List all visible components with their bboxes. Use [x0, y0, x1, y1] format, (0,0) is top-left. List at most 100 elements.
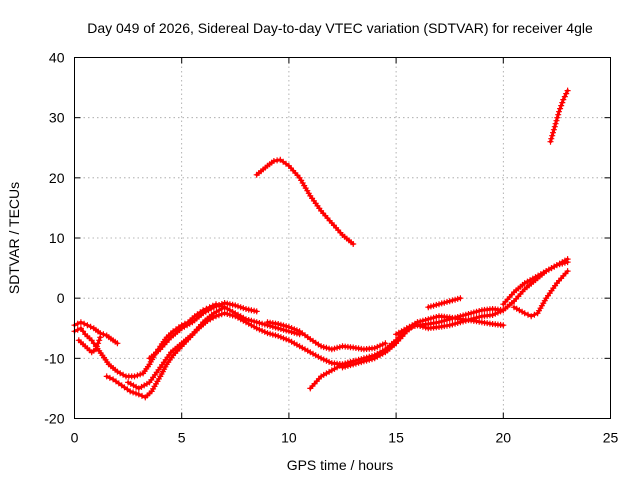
data-point: [548, 135, 555, 142]
data-point: [328, 346, 335, 353]
series-arc-5: [125, 304, 228, 392]
data-point: [137, 371, 144, 378]
data-point: [334, 344, 341, 351]
data-point: [288, 325, 295, 332]
data-point: [139, 392, 145, 399]
data-point: [460, 312, 467, 319]
data-point: [449, 315, 456, 322]
data-point: [470, 315, 477, 322]
data-point: [229, 312, 236, 319]
data-point: [417, 323, 424, 329]
data-point: [497, 308, 504, 315]
data-point: [95, 340, 102, 347]
data-point: [419, 323, 426, 330]
data-point: [131, 373, 138, 380]
data-point: [406, 324, 413, 331]
data-point: [449, 321, 456, 328]
data-point: [96, 337, 103, 344]
data-point: [379, 341, 386, 348]
data-point: [106, 374, 113, 381]
data-point: [369, 356, 375, 363]
data-point: [457, 295, 464, 302]
series-arc-6: [146, 300, 260, 362]
data-point: [473, 308, 480, 315]
data-point: [446, 322, 453, 329]
data-point: [218, 311, 225, 318]
data-point: [81, 320, 88, 327]
x-tick-label: 0: [71, 430, 79, 446]
series-arc-3: [75, 334, 104, 356]
ticks-layer: 0 5 10 15 20 25 -20 -10 0 10 20 30 40: [44, 50, 618, 446]
data-point: [551, 123, 558, 130]
data-point: [430, 314, 437, 321]
data-point: [430, 302, 437, 309]
data-point: [235, 303, 241, 310]
data-point: [444, 298, 450, 305]
data-point: [531, 311, 538, 318]
data-point: [433, 314, 440, 320]
data-point: [441, 299, 448, 306]
y-tick-label: -10: [44, 350, 64, 366]
data-point: [444, 317, 450, 323]
data-point: [285, 324, 292, 330]
data-point: [342, 363, 349, 370]
data-point: [552, 120, 559, 127]
data-point: [232, 302, 239, 309]
y-axis-label: SDTVAR / TECUs: [6, 182, 22, 294]
series-layer: [71, 87, 571, 401]
y-tick-label: 10: [49, 230, 65, 246]
data-point: [525, 311, 531, 318]
data-point: [363, 357, 370, 364]
data-point: [557, 105, 564, 112]
data-point: [269, 331, 276, 338]
data-point: [256, 320, 263, 326]
data-point: [454, 295, 461, 302]
y-tick-label: 30: [49, 110, 65, 126]
x-tick-label: 15: [388, 430, 404, 446]
data-point: [446, 316, 453, 323]
x-axis-label: GPS time / hours: [287, 457, 394, 473]
x-tick-label: 10: [281, 430, 297, 446]
y-tick-label: 40: [49, 50, 65, 66]
x-tick-label: 5: [178, 430, 186, 446]
data-point: [135, 391, 142, 398]
data-point: [550, 126, 557, 133]
data-point: [441, 317, 448, 324]
data-point: [253, 319, 260, 326]
data-point: [564, 87, 571, 94]
x-tick-label: 25: [603, 430, 619, 446]
data-point: [127, 388, 134, 395]
data-point: [468, 310, 475, 317]
data-point: [336, 344, 343, 351]
data-point: [564, 256, 571, 263]
data-point: [275, 333, 282, 340]
data-point: [352, 360, 359, 367]
data-point: [323, 357, 330, 364]
data-point: [326, 345, 333, 352]
data-point: [97, 334, 104, 341]
data-point: [554, 114, 561, 121]
data-point: [553, 117, 560, 124]
data-point: [476, 308, 483, 314]
data-point: [366, 356, 373, 363]
x-tick-label: 20: [496, 430, 512, 446]
data-point: [92, 346, 99, 353]
grid-layer: [74, 57, 611, 419]
data-point: [134, 372, 141, 379]
data-point: [377, 342, 383, 349]
data-point: [283, 336, 290, 343]
data-point: [355, 359, 362, 366]
data-point: [550, 129, 556, 136]
data-point: [449, 297, 456, 304]
data-point: [558, 102, 565, 109]
data-point: [494, 309, 501, 316]
data-point: [454, 320, 461, 326]
data-point: [350, 241, 357, 247]
data-point: [460, 318, 467, 325]
data-point: [462, 317, 469, 324]
data-point: [261, 328, 268, 335]
data-point: [100, 331, 107, 338]
data-point: [218, 301, 225, 307]
data-point: [446, 298, 453, 305]
data-point: [133, 390, 139, 397]
